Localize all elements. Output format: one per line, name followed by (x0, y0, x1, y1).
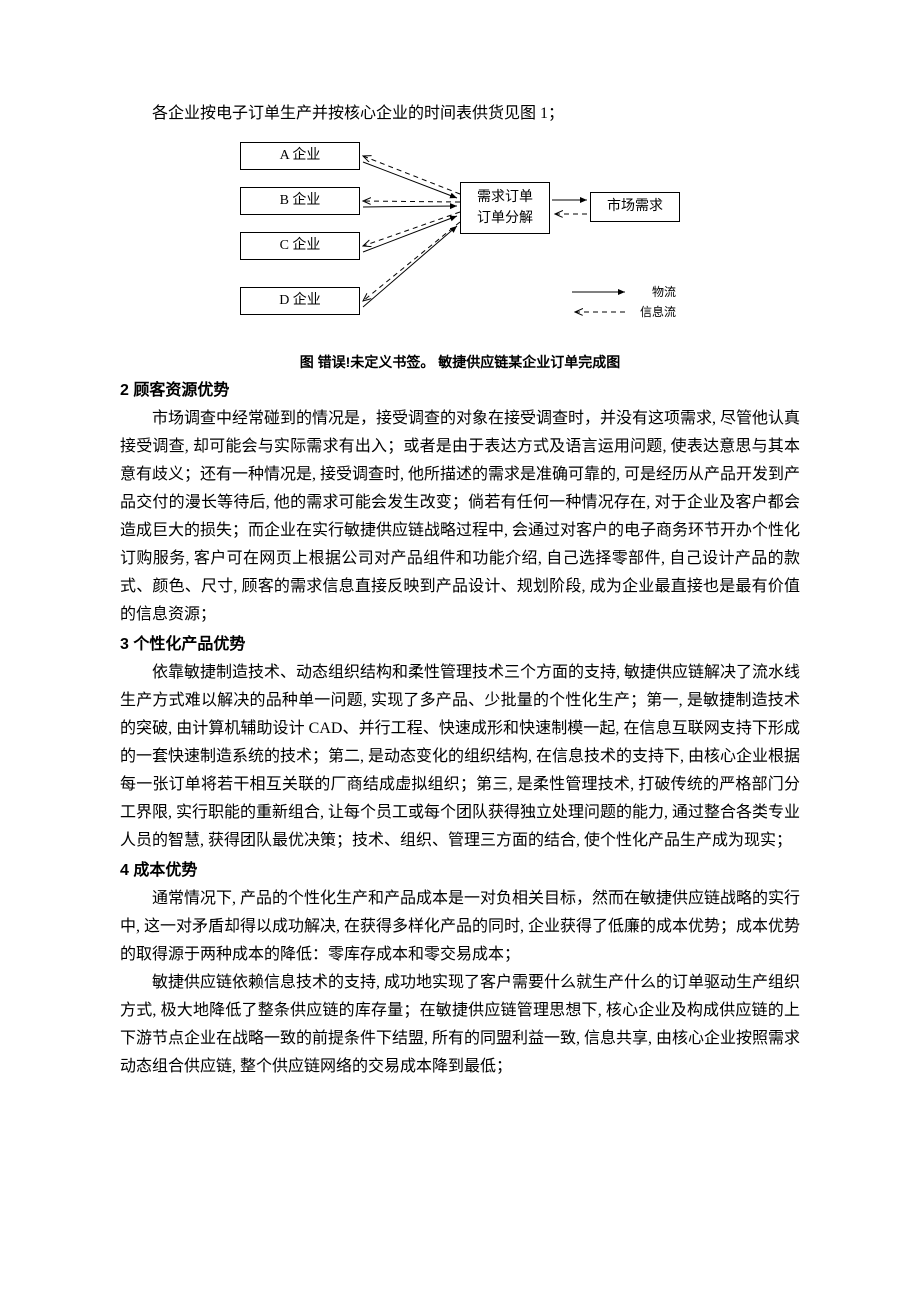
section-heading: 2 顾客资源优势 (120, 377, 800, 405)
legend-dashed-label: 信息流 (636, 302, 676, 323)
body-paragraph: 通常情况下, 产品的个性化生产和产品成本是一对负相关目标，然而在敏捷供应链战略的… (120, 885, 800, 969)
enterprise-box-c: C 企业 (240, 232, 360, 260)
legend-solid-label: 物流 (636, 282, 676, 303)
diagram-legend: 物流 信息流 (570, 282, 690, 322)
section-heading: 3 个性化产品优势 (120, 631, 800, 659)
center-line2: 订单分解 (461, 208, 549, 229)
section-heading: 4 成本优势 (120, 857, 800, 885)
enterprise-box-a: A 企业 (240, 142, 360, 170)
body-paragraph: 敏捷供应链依赖信息技术的支持, 成功地实现了客户需要什么就生产什么的订单驱动生产… (120, 969, 800, 1081)
enterprise-box-b: B 企业 (240, 187, 360, 215)
center-line1: 需求订单 (461, 187, 549, 208)
intro-line: 各企业按电子订单生产并按核心企业的时间表供货见图 1； (120, 100, 800, 128)
figure-caption: 图 错误!未定义书签。 敏捷供应链某企业订单完成图 (120, 350, 800, 375)
body-paragraph: 依靠敏捷制造技术、动态组织结构和柔性管理技术三个方面的支持, 敏捷供应链解决了流… (120, 659, 800, 855)
supply-chain-diagram: A 企业 B 企业 C 企业 D 企业 需求订单 订单分解 市场需求 物流 信息… (230, 132, 690, 342)
enterprise-box-d: D 企业 (240, 287, 360, 315)
market-box: 市场需求 (590, 192, 680, 222)
caption-error: 错误!未定义书签。 (318, 354, 435, 370)
center-box: 需求订单 订单分解 (460, 182, 550, 234)
body-paragraph: 市场调查中经常碰到的情况是，接受调查的对象在接受调查时，并没有这项需求, 尽管他… (120, 405, 800, 629)
caption-suffix: 敏捷供应链某企业订单完成图 (434, 354, 620, 370)
caption-prefix: 图 (300, 354, 318, 370)
